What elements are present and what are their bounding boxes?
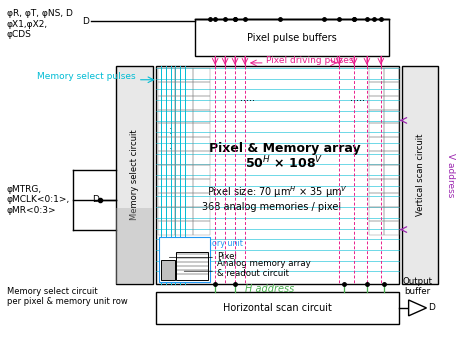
Bar <box>158 207 175 221</box>
Text: :: : <box>168 139 173 152</box>
Bar <box>161 260 174 280</box>
Text: Pixel & memory unit: Pixel & memory unit <box>161 239 243 248</box>
Text: .....: ..... <box>349 93 365 103</box>
Bar <box>195 19 389 56</box>
Bar <box>384 110 399 124</box>
Bar <box>369 82 384 96</box>
Text: D: D <box>428 303 435 313</box>
Text: Memory select pulses: Memory select pulses <box>37 72 136 81</box>
Bar <box>158 96 175 110</box>
Text: Pixel pulse buffers: Pixel pulse buffers <box>247 33 337 42</box>
Text: Vertical scan circuit: Vertical scan circuit <box>416 134 425 216</box>
Bar <box>158 193 175 207</box>
Text: Analog memory array
& readout circuit: Analog memory array & readout circuit <box>217 259 311 278</box>
Text: Memory select circuit
per pixel & memory unit row: Memory select circuit per pixel & memory… <box>7 287 128 307</box>
Text: Pixel driving pulses: Pixel driving pulses <box>265 56 353 65</box>
Text: Pixel: Pixel <box>217 252 237 261</box>
Bar <box>193 221 210 235</box>
Polygon shape <box>409 300 427 316</box>
Bar <box>369 165 384 179</box>
Bar <box>176 252 208 280</box>
Text: Pixel & Memory array: Pixel & Memory array <box>209 142 360 155</box>
Bar <box>158 82 175 96</box>
Text: φR, φT, φNS, D
φX1,φX2,
φCDS: φR, φT, φNS, D φX1,φX2, φCDS <box>7 9 73 39</box>
Text: Horizontal scan circuit: Horizontal scan circuit <box>223 303 332 313</box>
Bar <box>193 68 210 82</box>
Bar <box>175 207 193 221</box>
Bar <box>175 82 193 96</box>
Bar <box>384 207 399 221</box>
Bar <box>369 124 384 137</box>
Bar <box>175 68 193 82</box>
Bar <box>175 151 193 165</box>
Bar <box>384 179 399 193</box>
Bar <box>175 221 193 235</box>
Bar <box>193 82 210 96</box>
Bar <box>384 193 399 207</box>
Bar <box>158 110 175 124</box>
Text: H address: H address <box>245 284 294 294</box>
Bar <box>193 96 210 110</box>
Bar <box>158 179 175 193</box>
Bar <box>158 68 175 82</box>
Bar <box>401 66 438 284</box>
Bar <box>384 82 399 96</box>
Bar <box>384 124 399 137</box>
Bar <box>175 137 193 151</box>
Bar <box>158 165 175 179</box>
Bar <box>175 179 193 193</box>
Text: Output
buffer: Output buffer <box>402 277 433 296</box>
Text: .....: ..... <box>240 93 255 103</box>
Bar <box>369 96 384 110</box>
Text: Memory select circuit: Memory select circuit <box>130 130 139 220</box>
Bar <box>158 221 175 235</box>
Bar <box>155 292 399 324</box>
Bar <box>193 207 210 221</box>
Bar <box>384 165 399 179</box>
Bar <box>369 179 384 193</box>
Bar <box>193 137 210 151</box>
Bar <box>116 66 153 284</box>
Bar <box>369 151 384 165</box>
Bar <box>175 96 193 110</box>
Bar <box>369 193 384 207</box>
Bar <box>384 151 399 165</box>
Bar <box>384 221 399 235</box>
Text: 368 analog memories / pixel: 368 analog memories / pixel <box>202 202 341 212</box>
Bar <box>369 221 384 235</box>
Bar <box>175 124 193 137</box>
Bar <box>384 137 399 151</box>
Bar <box>159 237 210 282</box>
Bar <box>158 124 175 137</box>
Text: :: : <box>168 124 173 137</box>
Bar <box>175 110 193 124</box>
Text: D: D <box>92 195 99 204</box>
Bar <box>175 193 193 207</box>
Bar <box>193 165 210 179</box>
Bar <box>193 124 210 137</box>
Text: ...: ... <box>166 235 175 245</box>
Bar <box>369 207 384 221</box>
Bar <box>193 110 210 124</box>
Bar <box>158 137 175 151</box>
Bar <box>193 193 210 207</box>
Text: Pixel size: 70 μm$^H$ × 35 μm$^V$: Pixel size: 70 μm$^H$ × 35 μm$^V$ <box>207 184 348 200</box>
Bar <box>384 68 399 82</box>
Bar <box>193 151 210 165</box>
Bar <box>175 165 193 179</box>
Bar <box>155 66 399 284</box>
Bar <box>116 208 153 284</box>
Text: 50$^H$ × 108$^V$: 50$^H$ × 108$^V$ <box>246 155 324 171</box>
Bar <box>384 96 399 110</box>
Bar <box>158 151 175 165</box>
Bar <box>369 68 384 82</box>
Text: V address: V address <box>446 153 455 197</box>
Text: D: D <box>82 17 89 26</box>
Bar <box>193 179 210 193</box>
Bar <box>369 110 384 124</box>
Bar <box>369 137 384 151</box>
Text: φMTRG,
φMCLK<0:1>,
φMR<0:3>: φMTRG, φMCLK<0:1>, φMR<0:3> <box>7 185 70 215</box>
